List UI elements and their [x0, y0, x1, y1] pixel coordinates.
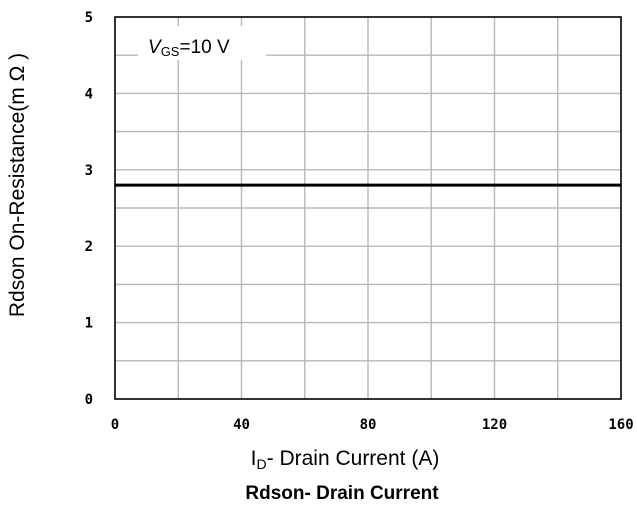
y-tick-label: 0 [85, 392, 93, 408]
x-tick-label: 40 [233, 417, 250, 433]
x-axis-label-i: I [251, 447, 257, 470]
y-tick-label: 2 [85, 239, 93, 255]
y-tick-label: 5 [85, 10, 93, 26]
x-axis-label: ID- Drain Current (A) [251, 447, 440, 472]
x-tick-labels: 0 40 80 120 160 [111, 417, 634, 433]
x-tick-label: 0 [111, 417, 119, 433]
grid [115, 17, 621, 399]
annotation-value: =10 V [179, 37, 230, 58]
y-tick-label: 3 [85, 163, 93, 179]
x-tick-label: 80 [360, 417, 377, 433]
y-tick-label: 1 [85, 316, 93, 332]
y-tick-labels: 0 1 2 3 4 5 [85, 10, 93, 408]
x-axis-label-rest: - Drain Current (A) [267, 447, 440, 470]
plot-frame [114, 16, 622, 400]
annotation-v: V [148, 37, 163, 58]
plot-border [114, 16, 622, 400]
chart-title: Rdson- Drain Current [245, 483, 439, 504]
y-tick-label: 4 [85, 86, 93, 102]
x-axis-label-subscript: D [257, 456, 267, 472]
annotation-subscript: GS [161, 44, 180, 59]
annotation-background [138, 26, 266, 60]
x-tick-label: 120 [482, 417, 507, 433]
y-axis-label: Rdson On-Resistance(m Ω ) [6, 53, 29, 317]
annotation-vgs: VGS=10 V [148, 37, 230, 59]
x-tick-label: 160 [608, 417, 633, 433]
